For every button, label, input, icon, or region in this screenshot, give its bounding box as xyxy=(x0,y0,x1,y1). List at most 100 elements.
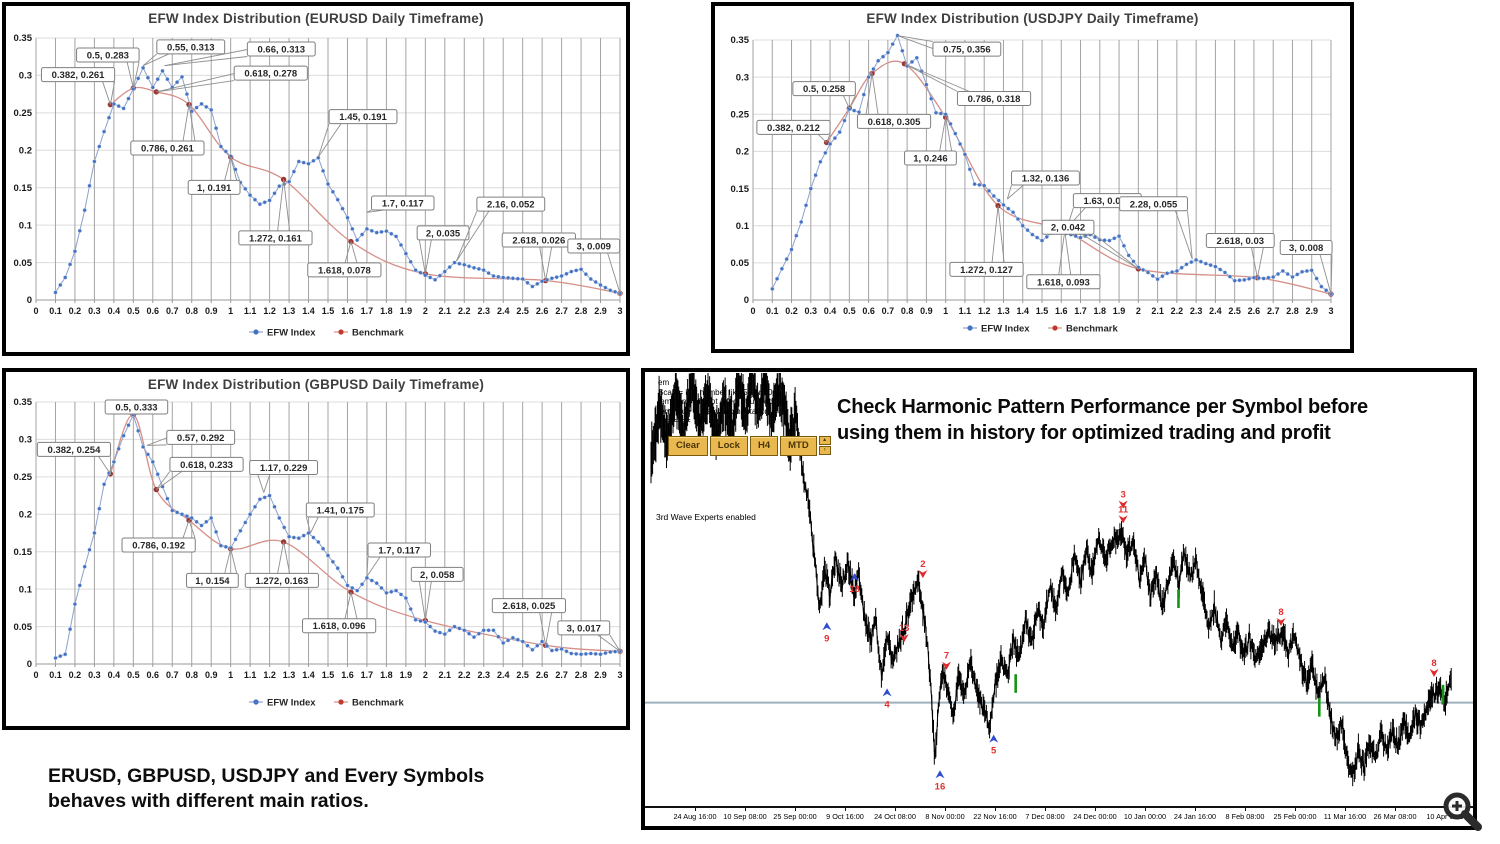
svg-text:0.6: 0.6 xyxy=(147,306,160,316)
pattern-marker-down: 3 xyxy=(1118,490,1128,509)
svg-text:EFW Index: EFW Index xyxy=(267,328,316,339)
svg-text:1.6: 1.6 xyxy=(341,670,354,680)
svg-text:2: 2 xyxy=(920,559,925,570)
svg-text:2.8: 2.8 xyxy=(575,670,588,680)
svg-text:0.2: 0.2 xyxy=(69,670,82,680)
svg-text:EFW Index: EFW Index xyxy=(981,324,1030,335)
trading-title-line1: Check Harmonic Pattern Performance per S… xyxy=(837,396,1368,418)
timeline-tick xyxy=(895,807,896,811)
svg-text:1.4: 1.4 xyxy=(302,306,315,316)
annotation-callout: 0.618, 0.305 xyxy=(856,73,932,129)
timeline-tick xyxy=(1195,807,1196,811)
pattern-marker-up: 5 xyxy=(989,734,999,757)
timeline-tick xyxy=(1245,807,1246,811)
chart-panel-eurusd: EFW Index Distribution (EURUSD Daily Tim… xyxy=(2,2,630,356)
svg-text:0.35: 0.35 xyxy=(731,35,750,46)
svg-text:3: 3 xyxy=(617,670,622,680)
svg-text:1.2: 1.2 xyxy=(263,670,276,680)
svg-text:3: 3 xyxy=(1120,490,1125,501)
svg-text:0.618, 0.305: 0.618, 0.305 xyxy=(868,117,922,128)
scan-note-line: em xyxy=(658,378,670,387)
svg-text:1, 0.191: 1, 0.191 xyxy=(197,183,232,194)
pattern-marker-down: 8 xyxy=(1429,658,1439,677)
svg-text:2.2: 2.2 xyxy=(1171,306,1184,316)
svg-text:2.5: 2.5 xyxy=(1228,306,1241,316)
svg-text:0.2: 0.2 xyxy=(19,509,32,520)
chart-panel-usdjpy: EFW Index Distribution (USDJPY Daily Tim… xyxy=(711,2,1354,353)
svg-text:0.15: 0.15 xyxy=(14,547,33,558)
mini-up-icon[interactable]: ▴ xyxy=(818,436,831,445)
svg-text:0.2: 0.2 xyxy=(19,145,32,156)
toolbar-button-h4[interactable]: H4 xyxy=(749,436,779,456)
annotation-callout: 0.57, 0.292 xyxy=(146,429,236,446)
timeline-label: 24 Aug 16:00 xyxy=(673,812,717,821)
annotation-callout: 0.66, 0.313 xyxy=(164,41,316,67)
pattern-marker-down: 8 xyxy=(1276,607,1286,627)
timeline-label: 11 Mar 16:00 xyxy=(1323,812,1367,821)
timeline-label: 8 Nov 00:00 xyxy=(925,812,965,821)
svg-text:1.618, 0.078: 1.618, 0.078 xyxy=(318,265,371,276)
svg-text:0.5: 0.5 xyxy=(843,306,856,316)
svg-text:0: 0 xyxy=(33,306,38,316)
svg-text:0.25: 0.25 xyxy=(14,108,33,119)
annotation-callout: 1.272, 0.163 xyxy=(244,541,319,588)
annotation-callout: 2.618, 0.025 xyxy=(491,598,566,646)
annotation-callout: 2, 0.058 xyxy=(410,566,464,621)
annotation-callout: 2.618, 0.026 xyxy=(501,232,576,281)
svg-text:2.3: 2.3 xyxy=(477,670,490,680)
svg-text:1.1: 1.1 xyxy=(244,670,257,680)
annotation-callout: 3, 0.008 xyxy=(1279,239,1333,295)
mini-split-button[interactable]: ▴ › xyxy=(818,436,831,456)
annotation-callout: 1.618, 0.078 xyxy=(307,241,382,278)
timeline-label: 10 Sep 08:00 xyxy=(723,812,767,821)
annotation-callout: 0.382, 0.254 xyxy=(36,441,112,475)
svg-text:0.786, 0.318: 0.786, 0.318 xyxy=(968,94,1021,105)
svg-text:0.57, 0.292: 0.57, 0.292 xyxy=(177,433,225,444)
zoom-icon[interactable] xyxy=(1441,790,1485,834)
toolbar-button-clear[interactable]: Clear xyxy=(668,436,708,456)
timeline-tick xyxy=(1345,807,1346,811)
svg-text:0.9: 0.9 xyxy=(920,306,933,316)
svg-text:0.1: 0.1 xyxy=(19,220,33,231)
svg-text:2.4: 2.4 xyxy=(1209,306,1222,316)
gridlines xyxy=(35,37,621,303)
annotation-callout: 1.41, 0.175 xyxy=(305,502,375,534)
svg-text:3, 0.009: 3, 0.009 xyxy=(577,242,611,253)
svg-text:1.1: 1.1 xyxy=(959,306,972,316)
svg-text:1.9: 1.9 xyxy=(400,670,413,680)
pattern-marker-up: 18 xyxy=(849,573,860,595)
svg-text:1.3: 1.3 xyxy=(997,306,1010,316)
toolbar-button-lock[interactable]: Lock xyxy=(709,436,748,456)
axis-tick-labels: 0 0.05 0.1 0.15 0.2 0.25 0.3 0.35 0 0.1 0.2 0.3 0.4 0… xyxy=(14,397,623,680)
legend: EFW Index Benchmark xyxy=(963,324,1118,335)
trading-chart-panel: 9 18 4 13 2 16 7 5 3 11 8 8 em Scan = low number li… xyxy=(641,368,1482,831)
svg-text:0.382, 0.212: 0.382, 0.212 xyxy=(767,123,820,134)
timeline-label: 25 Sep 00:00 xyxy=(773,812,817,821)
toolbar-button-mtd[interactable]: MTD xyxy=(780,436,817,456)
svg-text:4: 4 xyxy=(884,699,890,710)
svg-text:1.45, 0.191: 1.45, 0.191 xyxy=(339,112,387,123)
svg-text:0.1: 0.1 xyxy=(49,670,62,680)
svg-text:Benchmark: Benchmark xyxy=(352,328,404,339)
svg-text:1.9: 1.9 xyxy=(1113,306,1126,316)
annotation-callout: 1, 0.154 xyxy=(185,548,239,588)
svg-text:0.6: 0.6 xyxy=(147,670,160,680)
pattern-marker-up: 16 xyxy=(935,770,946,792)
timeline-label: 24 Oct 08:00 xyxy=(874,812,916,821)
svg-text:2.16, 0.052: 2.16, 0.052 xyxy=(487,200,535,211)
timeline-label: 10 Jan 00:00 xyxy=(1123,812,1167,821)
svg-text:2.1: 2.1 xyxy=(439,306,452,316)
svg-text:0.5: 0.5 xyxy=(127,306,140,316)
svg-text:2, 0.042: 2, 0.042 xyxy=(1051,223,1085,234)
svg-text:2: 2 xyxy=(423,306,428,316)
svg-text:2.5: 2.5 xyxy=(516,306,529,316)
trading-panel-title: Check Harmonic Pattern Performance per S… xyxy=(837,394,1477,446)
mini-next-icon[interactable]: › xyxy=(818,446,831,455)
timeline-tick xyxy=(745,807,746,811)
svg-text:16: 16 xyxy=(935,781,946,792)
svg-text:2.4: 2.4 xyxy=(497,306,510,316)
svg-text:0: 0 xyxy=(27,295,32,306)
svg-text:0: 0 xyxy=(27,659,32,670)
svg-text:1.63, 0.097: 1.63, 0.097 xyxy=(1084,196,1132,207)
svg-text:0.4: 0.4 xyxy=(108,306,121,316)
